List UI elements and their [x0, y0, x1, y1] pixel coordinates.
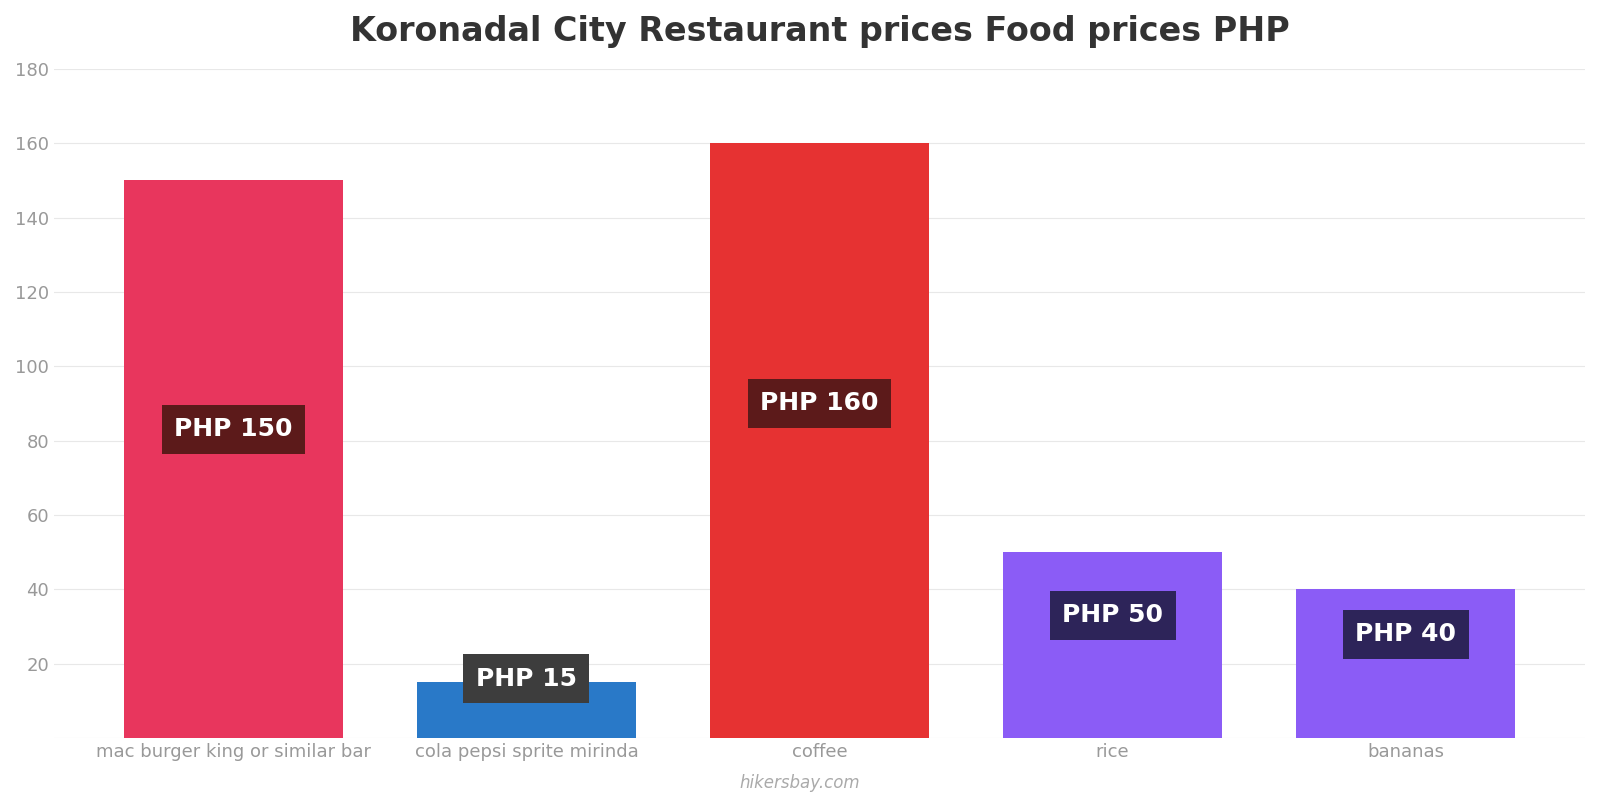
Text: PHP 150: PHP 150 — [174, 418, 293, 442]
Bar — [1003, 552, 1222, 738]
Text: PHP 40: PHP 40 — [1355, 622, 1456, 646]
Text: hikersbay.com: hikersbay.com — [739, 774, 861, 792]
Text: PHP 50: PHP 50 — [1062, 603, 1163, 627]
Bar — [1296, 590, 1515, 738]
Bar — [710, 143, 930, 738]
Text: PHP 160: PHP 160 — [760, 391, 878, 415]
Title: Koronadal City Restaurant prices Food prices PHP: Koronadal City Restaurant prices Food pr… — [350, 15, 1290, 48]
Bar — [416, 682, 637, 738]
Text: PHP 15: PHP 15 — [475, 666, 578, 690]
Bar — [123, 180, 344, 738]
